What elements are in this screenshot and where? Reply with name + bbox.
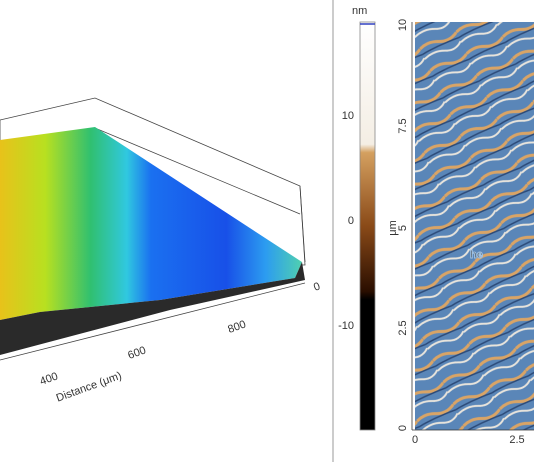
afm-image: he 10 7.5 5 2.5 0 μm 0 2.5: [387, 19, 534, 446]
y-tick-label: 5: [397, 225, 409, 231]
x-tick-label: 2.5: [509, 434, 524, 446]
y-tick-label: 7.5: [397, 118, 409, 133]
image-text: he: [470, 249, 483, 261]
y-tick-label: 2.5: [397, 320, 409, 335]
y-tick-label: 10: [397, 19, 409, 31]
colorbar-unit: nm: [352, 5, 367, 17]
x-tick-label: 800: [226, 318, 247, 336]
x-tick-label: 0: [312, 280, 322, 293]
x-tick-label: 400: [38, 370, 59, 388]
x-tick-label: 600: [126, 344, 147, 362]
colorbar-tick-label: -10: [338, 320, 354, 332]
y-tick-label: 0: [397, 425, 409, 431]
colorbar-tick-label: 0: [348, 215, 354, 227]
surface-plot: 400 600 800 0 Distance (μm): [0, 97, 322, 405]
colorbar-tick-label: 10: [342, 110, 354, 122]
y-axis-label: μm: [387, 220, 399, 236]
x-tick-label: 0: [412, 434, 418, 446]
colorbar: nm 10 0 -10: [338, 5, 376, 431]
x-axis-label: Distance (μm): [55, 370, 124, 405]
